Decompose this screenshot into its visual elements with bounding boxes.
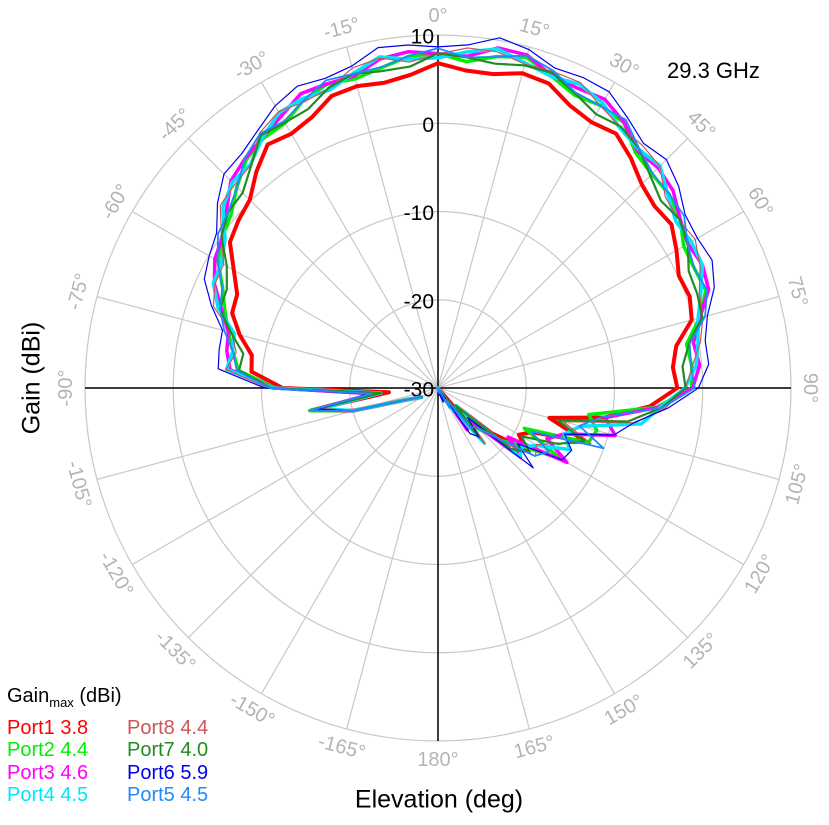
angle-tick-label: 180° bbox=[417, 749, 458, 771]
angle-tick-label: -90° bbox=[55, 370, 77, 407]
legend-title-main: Gain bbox=[7, 685, 50, 707]
angle-tick-label: -15° bbox=[321, 13, 362, 44]
grid-spoke bbox=[96, 387, 439, 480]
grid-spoke bbox=[437, 387, 616, 695]
angle-tick-label: 15° bbox=[517, 14, 552, 43]
legend-title-sub: max bbox=[49, 695, 74, 710]
radial-tick-label: -10 bbox=[404, 202, 434, 225]
legend-title-unit: (dBi) bbox=[73, 685, 122, 707]
grid-spoke bbox=[437, 387, 530, 730]
series-line-port4 bbox=[211, 47, 705, 459]
angle-tick-label: -75° bbox=[63, 271, 94, 312]
grid-spoke bbox=[260, 81, 439, 389]
grid-spoke bbox=[437, 81, 616, 389]
radial-tick-label: 10 bbox=[411, 26, 434, 49]
legend-entry: Port3 4.6 bbox=[7, 761, 89, 784]
grid-spoke bbox=[437, 387, 745, 566]
grid-spoke bbox=[187, 387, 439, 639]
y-axis-label: Gain (dBi) bbox=[17, 321, 46, 435]
grid-spoke bbox=[260, 387, 439, 695]
radial-tick-label: 0 bbox=[422, 114, 434, 137]
angle-tick-label: -120° bbox=[94, 548, 137, 601]
series-line-port3 bbox=[212, 46, 711, 465]
angle-tick-label: -165° bbox=[316, 730, 368, 764]
angle-tick-label: 60° bbox=[743, 183, 777, 220]
grid-spoke bbox=[131, 387, 439, 566]
grid-spoke bbox=[437, 46, 530, 389]
grid-spoke bbox=[96, 296, 439, 389]
angle-tick-label: 0° bbox=[428, 5, 447, 27]
legend-entry: Port1 3.8 bbox=[7, 716, 89, 739]
angle-tick-label: 75° bbox=[783, 274, 812, 309]
radial-tick-label: -30 bbox=[404, 379, 434, 402]
grid-spoke bbox=[131, 210, 439, 389]
legend-title: Gainmax (dBi) bbox=[7, 685, 247, 715]
grid-spoke bbox=[437, 296, 780, 389]
angle-tick-label: 120° bbox=[740, 551, 780, 598]
legend-entry: Port4 4.5 bbox=[7, 784, 89, 806]
legend-entry: Port8 4.4 bbox=[127, 716, 209, 739]
angle-tick-label: 30° bbox=[605, 49, 642, 83]
grid-spoke bbox=[346, 46, 439, 389]
legend-entry: Port6 5.9 bbox=[127, 761, 209, 784]
legend: Gainmax (dBi) Port1 3.8 Port8 4.4 Port2 … bbox=[7, 685, 247, 807]
grid-spoke bbox=[437, 137, 689, 389]
series-line-port6 bbox=[203, 37, 715, 469]
radial-tick-label: -20 bbox=[404, 290, 434, 313]
angle-tick-label: 165° bbox=[511, 731, 557, 763]
legend-entry: Port7 4.0 bbox=[127, 739, 209, 761]
grid-spoke bbox=[346, 387, 439, 730]
frequency-label: 29.3 GHz bbox=[667, 58, 760, 83]
angle-tick-label: 105° bbox=[781, 461, 813, 507]
angle-tick-label: 90° bbox=[799, 373, 821, 403]
legend-entry: Port2 4.4 bbox=[7, 739, 89, 761]
angle-tick-label: -105° bbox=[62, 458, 96, 510]
series-line-port5 bbox=[216, 47, 708, 457]
angle-tick-label: 150° bbox=[601, 690, 648, 730]
angle-tick-label: 45° bbox=[683, 106, 720, 143]
x-axis-label: Elevation (deg) bbox=[354, 785, 524, 814]
legend-entry: Port5 4.5 bbox=[127, 784, 209, 806]
